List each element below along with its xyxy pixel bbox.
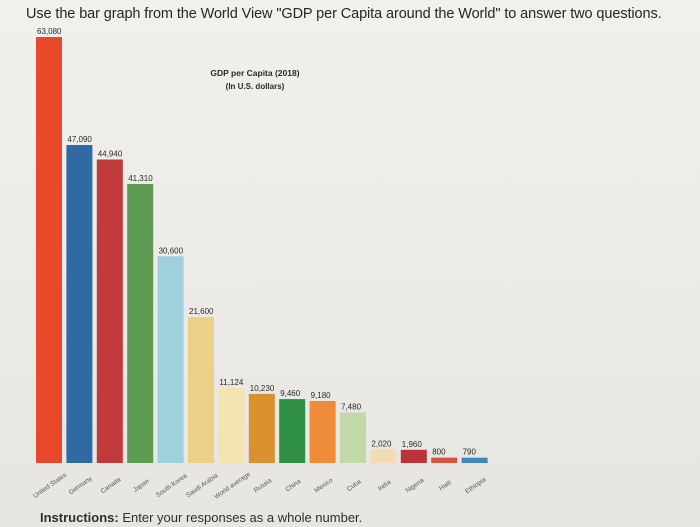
bar-8 [248,393,275,463]
bar-7 [218,387,245,463]
bar-value-label-2: 47,090 [67,135,92,144]
bar-12 [370,449,397,463]
category-label-13: Nigeria [404,477,425,495]
bar-value-label-9: 9,460 [280,389,301,398]
bar-2 [66,145,93,463]
chart-subtitle: (In U.S. dollars) [226,82,285,91]
category-label-5: South Korea [155,472,189,499]
bar-4 [127,184,154,463]
bar-value-label-1: 63,080 [37,27,62,36]
bar-14 [431,457,458,463]
category-label-4: Japan [132,478,151,494]
category-label-1: United States [32,471,69,500]
bar-13 [400,449,427,463]
bar-value-label-12: 2,020 [371,439,392,448]
category-label-14: Haiti [438,479,453,492]
instructions-label: Instructions: [40,510,119,525]
bar-value-label-13: 1,960 [402,440,423,449]
instructions: Instructions: Enter your responses as a … [40,510,362,525]
bar-value-label-8: 10,230 [250,384,275,393]
bar-value-label-11: 7,480 [341,403,362,412]
question-text: Use the bar graph from the World View "G… [26,6,662,22]
bar-value-label-7: 11,124 [219,378,243,387]
bar-11 [340,412,366,463]
category-label-8: Russia [253,477,274,494]
instructions-text: Enter your responses as a whole number. [122,510,363,525]
bar-value-label-10: 9,180 [311,391,332,400]
category-label-11: Cuba [346,478,363,493]
category-label-9: China [284,478,302,494]
bar-6 [188,317,214,463]
category-label-12: India [377,479,393,493]
bars-layer [36,37,488,463]
category-label-3: Canada [100,476,123,495]
category-label-7: World average [213,471,252,501]
bar-value-label-3: 44,940 [98,150,123,159]
value-labels-layer: 63,080 47,090 44,940 41,310 30,600 21,600 11,1… [37,27,476,457]
bar-value-label-14: 800 [432,448,446,457]
bar-9 [279,399,306,463]
bar-15 [461,457,488,463]
bar-3 [96,159,123,463]
category-labels-layer: United States Germany Canada Japan South Kor… [32,471,488,501]
bar-value-label-6: 21,600 [189,307,214,316]
bar-value-label-5: 30,600 [159,246,184,255]
bar-value-label-15: 790 [463,448,477,457]
bar-10 [309,401,336,463]
bar-5 [157,256,184,463]
category-label-2: Germany [68,475,95,496]
bar-value-label-4: 41,310 [128,174,153,183]
chart-title: GDP per Capita (2018) [210,68,299,78]
bar-1 [36,37,62,463]
category-label-10: Mexico [313,477,334,495]
category-label-15: Ethiopia [464,476,488,495]
